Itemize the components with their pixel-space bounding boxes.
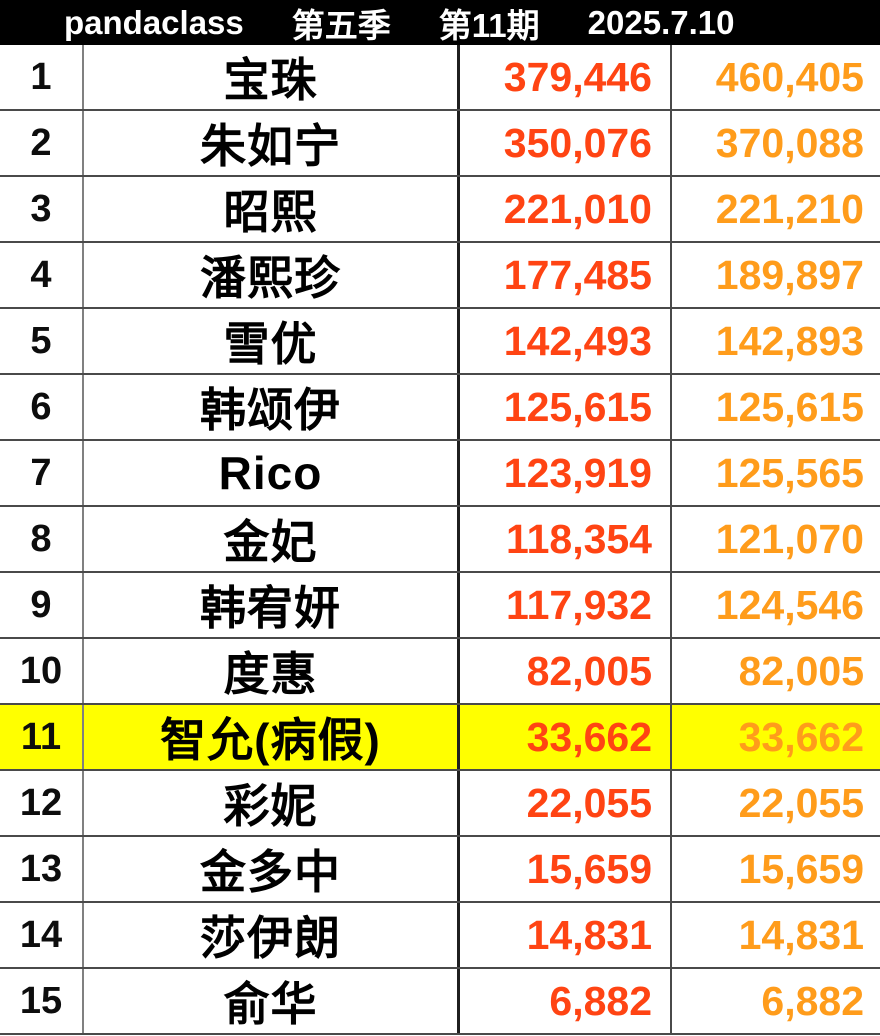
- name-cell: 彩妮: [84, 771, 460, 835]
- score2-cell: 189,897: [715, 251, 864, 298]
- table-row: 7 Rico 123,919 125,565: [0, 441, 880, 507]
- name-cell: 智允(病假): [84, 705, 460, 769]
- name-cell: 雪优: [84, 309, 460, 373]
- name-cell: 金妃: [84, 507, 460, 571]
- episode-label: 第11期: [438, 6, 540, 44]
- rank-cell: 11: [0, 705, 84, 769]
- rank-cell: 2: [0, 111, 84, 175]
- score1-cell: 15,659: [460, 837, 672, 901]
- score2-cell: 14,831: [738, 911, 864, 958]
- score2-cell: 22,055: [738, 779, 864, 826]
- rank-cell: 1: [0, 45, 84, 109]
- table-row: 9 韩宥妍 117,932 124,546: [0, 573, 880, 639]
- name-cell: 昭熙: [84, 177, 460, 241]
- table-row: 8 金妃 118,354 121,070: [0, 507, 880, 573]
- table-row: 2 朱如宁 350,076 370,088: [0, 111, 880, 177]
- score1-cell: 350,076: [460, 111, 672, 175]
- table-row: 11 智允(病假) 33,662 33,662: [0, 705, 880, 771]
- season-label: 第五季: [291, 6, 391, 44]
- table-row: 13 金多中 15,659 15,659: [0, 837, 880, 903]
- rank-cell: 5: [0, 309, 84, 373]
- score1-cell: 22,055: [460, 771, 672, 835]
- score1-cell: 117,932: [460, 573, 672, 637]
- score2-cell: 33,662: [738, 713, 864, 760]
- rank-cell: 12: [0, 771, 84, 835]
- score2-cell: 124,546: [715, 581, 864, 628]
- table-row: 5 雪优 142,493 142,893: [0, 309, 880, 375]
- score2-cell: 221,210: [715, 185, 864, 232]
- rank-cell: 3: [0, 177, 84, 241]
- score2-cell: 15,659: [738, 845, 864, 892]
- name-cell: 韩宥妍: [84, 573, 460, 637]
- table-row: 12 彩妮 22,055 22,055: [0, 771, 880, 837]
- name-cell: 潘熙珍: [84, 243, 460, 307]
- title-bar: pandaclass 第五季 第11期 2025.7.10: [0, 0, 880, 45]
- rank-cell: 7: [0, 441, 84, 505]
- rank-cell: 9: [0, 573, 84, 637]
- table-row: 1 宝珠 379,446 460,405: [0, 45, 880, 111]
- table-row: 4 潘熙珍 177,485 189,897: [0, 243, 880, 309]
- rank-cell: 14: [0, 903, 84, 967]
- score1-cell: 221,010: [460, 177, 672, 241]
- score1-cell: 14,831: [460, 903, 672, 967]
- table-row: 6 韩颂伊 125,615 125,615: [0, 375, 880, 441]
- score1-cell: 177,485: [460, 243, 672, 307]
- rank-cell: 10: [0, 639, 84, 703]
- rank-cell: 4: [0, 243, 84, 307]
- table-row: 3 昭熙 221,010 221,210: [0, 177, 880, 243]
- rank-cell: 8: [0, 507, 84, 571]
- name-cell: 朱如宁: [84, 111, 460, 175]
- score1-cell: 142,493: [460, 309, 672, 373]
- rank-cell: 6: [0, 375, 84, 439]
- date-label: 2025.7.10: [587, 3, 735, 41]
- table-row: 15 俞华 6,882 6,882: [0, 969, 880, 1035]
- table-row: 10 度惠 82,005 82,005: [0, 639, 880, 705]
- score1-cell: 379,446: [460, 45, 672, 109]
- score2-cell: 82,005: [738, 647, 864, 694]
- score1-cell: 118,354: [460, 507, 672, 571]
- rank-cell: 15: [0, 969, 84, 1033]
- score2-cell: 125,565: [715, 449, 864, 496]
- score2-cell: 121,070: [715, 515, 864, 562]
- score2-cell: 460,405: [715, 53, 864, 100]
- name-cell: 俞华: [84, 969, 460, 1033]
- rank-cell: 13: [0, 837, 84, 901]
- score2-cell: 370,088: [715, 119, 864, 166]
- name-cell: Rico: [84, 441, 460, 505]
- name-cell: 莎伊朗: [84, 903, 460, 967]
- score1-cell: 125,615: [460, 375, 672, 439]
- score1-cell: 6,882: [460, 969, 672, 1033]
- score1-cell: 33,662: [460, 705, 672, 769]
- score2-cell: 6,882: [761, 977, 864, 1024]
- score1-cell: 82,005: [460, 639, 672, 703]
- score2-cell: 142,893: [715, 317, 864, 364]
- score1-cell: 123,919: [460, 441, 672, 505]
- name-cell: 宝珠: [84, 45, 460, 109]
- name-cell: 韩颂伊: [84, 375, 460, 439]
- name-cell: 度惠: [84, 639, 460, 703]
- table-row: 14 莎伊朗 14,831 14,831: [0, 903, 880, 969]
- table-body: 1 宝珠 379,446 460,405 2 朱如宁 350,076 370,0…: [0, 45, 880, 1035]
- score2-cell: 125,615: [715, 383, 864, 430]
- name-cell: 金多中: [84, 837, 460, 901]
- brand-label: pandaclass: [64, 3, 244, 41]
